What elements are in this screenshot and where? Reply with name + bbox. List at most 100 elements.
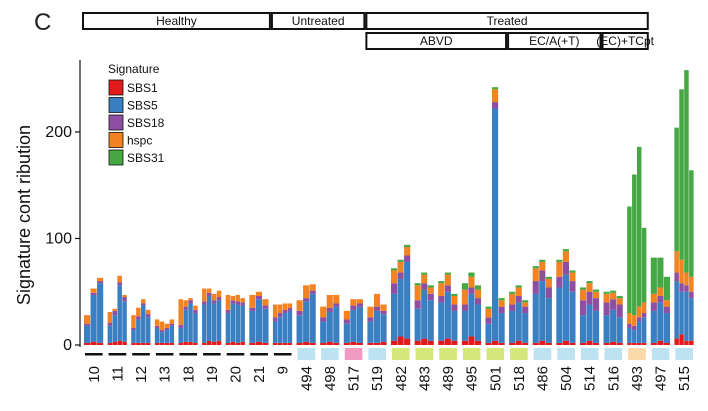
bar-segment	[240, 302, 245, 306]
legend: Signature SBS1 SBS5 SBS18 hspc SBS31	[108, 62, 165, 166]
bar-segment	[616, 342, 623, 345]
sample-label: 483	[416, 366, 433, 391]
bar-segment	[296, 342, 303, 345]
bar-segment	[249, 342, 256, 345]
bar-segment	[122, 341, 127, 345]
bar-segment	[343, 310, 350, 320]
bar-segment	[117, 282, 122, 286]
bar-segment	[136, 307, 141, 317]
bar-segment	[674, 127, 679, 252]
tissue-marker	[132, 353, 150, 356]
bar-segment	[545, 287, 552, 299]
sample-label: 498	[322, 366, 339, 391]
group-header-label: Healthy	[156, 14, 197, 28]
bar-segment	[562, 249, 569, 252]
bar-segment	[556, 276, 563, 288]
bar-segment	[492, 108, 499, 341]
bar-segment	[562, 340, 569, 345]
bar-segment	[663, 276, 670, 301]
bar-segment	[235, 294, 241, 302]
bar-segment	[461, 283, 468, 290]
bar-segment	[451, 293, 458, 296]
bar-segment	[249, 310, 256, 343]
bar-segment	[492, 89, 499, 103]
tissue-marker	[604, 348, 623, 360]
bar-segment	[320, 342, 327, 345]
tissue-marker	[628, 348, 646, 360]
bar-segment	[485, 308, 492, 318]
bar-segment	[427, 293, 434, 301]
bar-segment	[356, 306, 363, 343]
bar-segment	[380, 341, 387, 345]
bar-segment	[240, 298, 245, 303]
bar-segment	[107, 325, 113, 343]
bar-segment	[586, 281, 593, 284]
sample-label: 486	[535, 366, 552, 391]
bar-segment	[397, 278, 404, 337]
subgroup-header-label: (EC)+TCpt	[596, 34, 654, 48]
bar-segment	[188, 341, 193, 345]
tissue-marker	[675, 348, 693, 360]
bar-segment	[636, 317, 642, 322]
bar-segment	[154, 342, 160, 345]
bar-segment	[367, 321, 374, 343]
bar-segment	[84, 325, 91, 343]
bar-segment	[641, 227, 647, 303]
bar-segment	[206, 295, 212, 341]
bar-segment	[674, 281, 679, 339]
bar-segment	[689, 276, 694, 292]
bar-segment	[539, 270, 546, 282]
bar-segment	[320, 321, 327, 343]
bar-segment	[532, 268, 539, 282]
bar-segment	[679, 334, 684, 345]
bar-segment	[141, 299, 146, 304]
bar-segment	[539, 340, 546, 345]
bar-segment	[689, 298, 694, 341]
bar-segment	[663, 313, 670, 343]
bar-segment	[397, 261, 404, 273]
bar-segment	[235, 304, 241, 343]
bar-segment	[603, 302, 610, 316]
legend-swatch	[108, 132, 124, 148]
bar-segment	[373, 342, 381, 345]
bar-segment	[498, 313, 505, 343]
bar-segment	[90, 294, 97, 342]
tissue-marker	[462, 348, 481, 360]
bar-segment	[183, 309, 188, 342]
bar-segment	[468, 287, 475, 294]
sample-label: 18	[180, 366, 197, 383]
bar-segment	[397, 272, 404, 279]
bar-segment	[545, 342, 552, 345]
legend-label: SBS31	[127, 151, 165, 165]
bar-segment	[603, 291, 610, 294]
legend-swatch	[108, 97, 124, 113]
sample-label: 10	[86, 366, 103, 383]
bar-segment	[272, 317, 278, 322]
bar-segment	[131, 342, 136, 345]
sample-label: 494	[298, 366, 315, 391]
bar-segment	[579, 315, 587, 343]
tissue-marker	[203, 353, 221, 356]
bar-segment	[485, 342, 492, 345]
bar-segment	[373, 306, 381, 311]
bar-segment	[320, 317, 327, 322]
bar-segment	[178, 324, 183, 328]
bar-segment	[255, 291, 262, 296]
bar-segment	[373, 310, 381, 343]
bar-segment	[509, 310, 516, 343]
bar-segment	[84, 315, 91, 324]
bar-segment	[689, 291, 694, 299]
sample-label: 489	[440, 366, 457, 391]
bar-segment	[309, 342, 316, 345]
bar-segment	[451, 340, 458, 345]
tissue-marker	[297, 348, 316, 360]
bar-segment	[164, 342, 170, 345]
bar-segment	[183, 306, 188, 310]
bar-segment	[522, 300, 529, 303]
bar-segment	[169, 319, 175, 324]
bar-segment	[522, 306, 529, 314]
bar-segment	[616, 317, 623, 343]
bar-segment	[303, 301, 310, 342]
tissue-marker	[651, 348, 670, 360]
